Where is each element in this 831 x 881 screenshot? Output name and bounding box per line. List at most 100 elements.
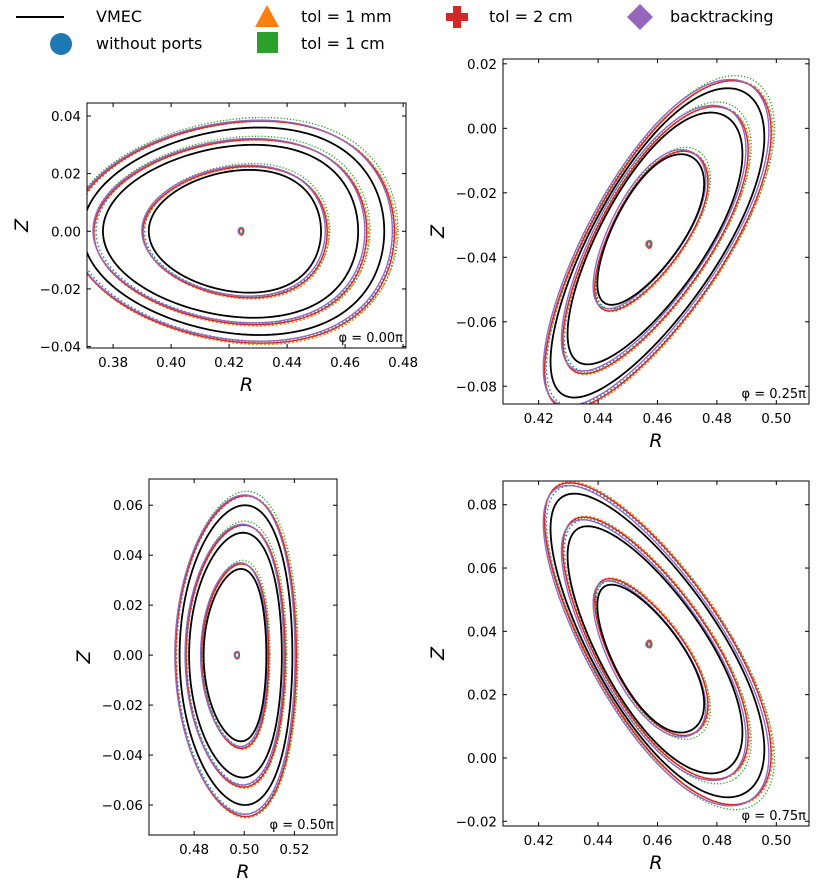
cross-section-plot-2: 0.42 0.44 0.46 0.48 0.50 −0.08 −0.06 −0.04 −0.02… (427, 57, 810, 452)
legend-marker-circle (50, 33, 72, 55)
y-tick-label: −0.02 (456, 186, 497, 202)
series-without-ports (87, 120, 395, 342)
flux-surface (95, 138, 368, 324)
y-tick-label: −0.06 (102, 798, 143, 814)
x-tick-label: 0.48 (702, 833, 732, 849)
legend-marker-square (257, 32, 278, 53)
vmec-surface (188, 531, 283, 779)
axes-frame (148, 478, 338, 836)
series-tol-1-cm (174, 490, 299, 818)
vmec-surface (178, 504, 294, 806)
series-backtracking (542, 78, 770, 404)
axes-frame (86, 102, 407, 349)
flux-surface (87, 120, 398, 346)
x-tick-label: 0.48 (179, 842, 209, 858)
flux-surface (142, 166, 330, 300)
y-tick-label: 0.02 (113, 598, 143, 614)
y-tick-label: 0.06 (467, 561, 497, 577)
y-tick-label: 0.00 (113, 648, 143, 664)
series-tol-2-cm (543, 80, 772, 404)
y-tick-label: −0.02 (102, 698, 143, 714)
flux-surface (593, 150, 709, 312)
curves (542, 481, 776, 811)
cross-section-plot-1: 0.38 0.40 0.42 0.44 0.46 0.48 −0.04 −0.02 0.00 0.… (11, 102, 418, 396)
flux-surface (142, 162, 331, 298)
plots: 0.38 0.40 0.42 0.44 0.46 0.48−0.04−0.020.000.… (11, 57, 810, 881)
vmec-surface (549, 87, 766, 399)
y-tick-label: 0.00 (467, 751, 497, 767)
y-tick-label: 0.08 (467, 498, 497, 514)
series-vmec (87, 126, 386, 336)
y-tick-label: 0.04 (467, 624, 497, 640)
legend-label: tol = 1 mm (301, 7, 392, 26)
vmec-surface (549, 492, 766, 799)
legend: VMEC without ports tol = 1 mm tol = 1 cm tol… (16, 4, 773, 55)
y-axis-label: Z (11, 218, 33, 233)
magnetic-axis (646, 639, 652, 648)
x-tick-label: 0.42 (524, 411, 554, 427)
legend-entry-vmec: VMEC (16, 7, 142, 26)
y-tick-label: 0.04 (113, 548, 143, 564)
x-tick-label: 0.50 (761, 411, 791, 427)
y-axis-label: Z (427, 646, 449, 661)
flux-surface (562, 515, 751, 781)
flux-surface (141, 164, 326, 297)
flux-surface (174, 490, 299, 818)
magnetic-axis (645, 240, 651, 248)
vmec-surface (147, 168, 322, 294)
flux-surface (143, 165, 328, 298)
magnetic-axis (645, 640, 651, 649)
y-tick-label: 0.02 (467, 688, 497, 704)
phi-annotation: φ = 0.50π (269, 818, 334, 833)
flux-surface (87, 119, 394, 342)
axes-frame (502, 480, 810, 827)
x-axis-label: R (240, 374, 253, 396)
vmec-surface (566, 111, 744, 366)
vmec-surface (87, 126, 386, 336)
legend-label: without ports (96, 34, 202, 53)
magnetic-axis (233, 651, 240, 659)
y-tick-label: 0.00 (467, 121, 497, 137)
series-tol-1-mm (87, 120, 398, 346)
x-tick-label: 0.46 (642, 411, 672, 427)
legend-marker-plus (446, 6, 468, 28)
y-tick-label: −0.04 (102, 748, 143, 764)
flux-surface (87, 120, 395, 342)
flux-surface (562, 106, 749, 375)
x-tick-label: 0.44 (272, 355, 302, 371)
flux-surface (592, 148, 707, 310)
x-tick-label: 0.42 (214, 355, 244, 371)
x-tick-label: 0.44 (583, 833, 613, 849)
legend-label: backtracking (670, 7, 773, 26)
x-axis-label: R (236, 861, 249, 881)
y-tick-label: 0.04 (51, 109, 81, 125)
flux-surface (542, 78, 770, 404)
series-vmec (549, 87, 766, 399)
y-axis-label: Z (73, 650, 95, 665)
series-tol-2-cm (543, 482, 772, 806)
legend-label: VMEC (96, 7, 142, 26)
y-tick-label: −0.04 (40, 340, 81, 356)
y-tick-label: −0.08 (456, 379, 497, 395)
curves (174, 490, 299, 819)
series-backtracking (87, 119, 394, 342)
series-vmec (178, 504, 294, 806)
flux-surface (543, 482, 772, 806)
x-tick-label: 0.38 (98, 355, 128, 371)
curves (542, 74, 776, 404)
cross-section-plot-4: 0.42 0.44 0.46 0.48 0.50 −0.02 0.00 0.02 0.04 0.0… (427, 480, 810, 874)
curves (87, 116, 399, 346)
magnetic-axis (646, 241, 652, 249)
flux-surface (592, 580, 707, 738)
flux-surface (542, 484, 770, 807)
flux-surface (560, 104, 747, 372)
phi-annotation: φ = 0.25π (741, 387, 806, 402)
legend-marker-triangle (255, 5, 279, 27)
vmec-surface (102, 143, 360, 319)
axes-frame (502, 58, 810, 405)
vmec-surface (596, 583, 706, 734)
legend-entry-tol-2-cm: tol = 2 cm (446, 6, 573, 28)
flux-surface (199, 562, 269, 748)
x-axis-label: R (649, 852, 662, 874)
